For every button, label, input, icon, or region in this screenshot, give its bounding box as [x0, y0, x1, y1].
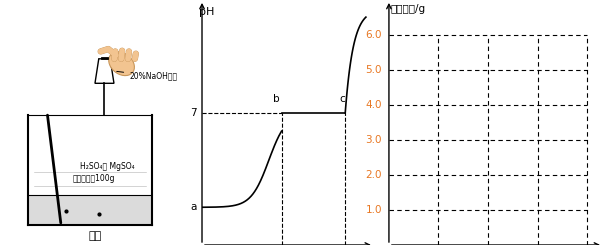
Text: 4.0: 4.0 — [365, 100, 382, 110]
Polygon shape — [95, 59, 114, 83]
Text: 图甲: 图甲 — [89, 231, 101, 241]
Text: a: a — [191, 202, 197, 212]
Text: 1.0: 1.0 — [365, 205, 382, 215]
Text: 沉淀质量/g: 沉淀质量/g — [391, 4, 426, 14]
Text: 6.0: 6.0 — [365, 30, 382, 40]
Text: pH: pH — [199, 7, 214, 17]
Text: 5.0: 5.0 — [365, 65, 382, 75]
Text: H₂SO₄和 MgSO₄: H₂SO₄和 MgSO₄ — [80, 162, 134, 171]
Bar — [30, 195, 151, 224]
Text: 20%NaOH溶液: 20%NaOH溶液 — [117, 71, 177, 80]
Text: c: c — [339, 94, 345, 104]
Text: 的混合溶液100g: 的混合溶液100g — [72, 174, 115, 183]
Text: 7: 7 — [191, 108, 197, 118]
Text: 2.0: 2.0 — [365, 170, 382, 180]
Text: 3.0: 3.0 — [365, 135, 382, 145]
Text: b: b — [274, 94, 280, 104]
Ellipse shape — [109, 52, 134, 76]
